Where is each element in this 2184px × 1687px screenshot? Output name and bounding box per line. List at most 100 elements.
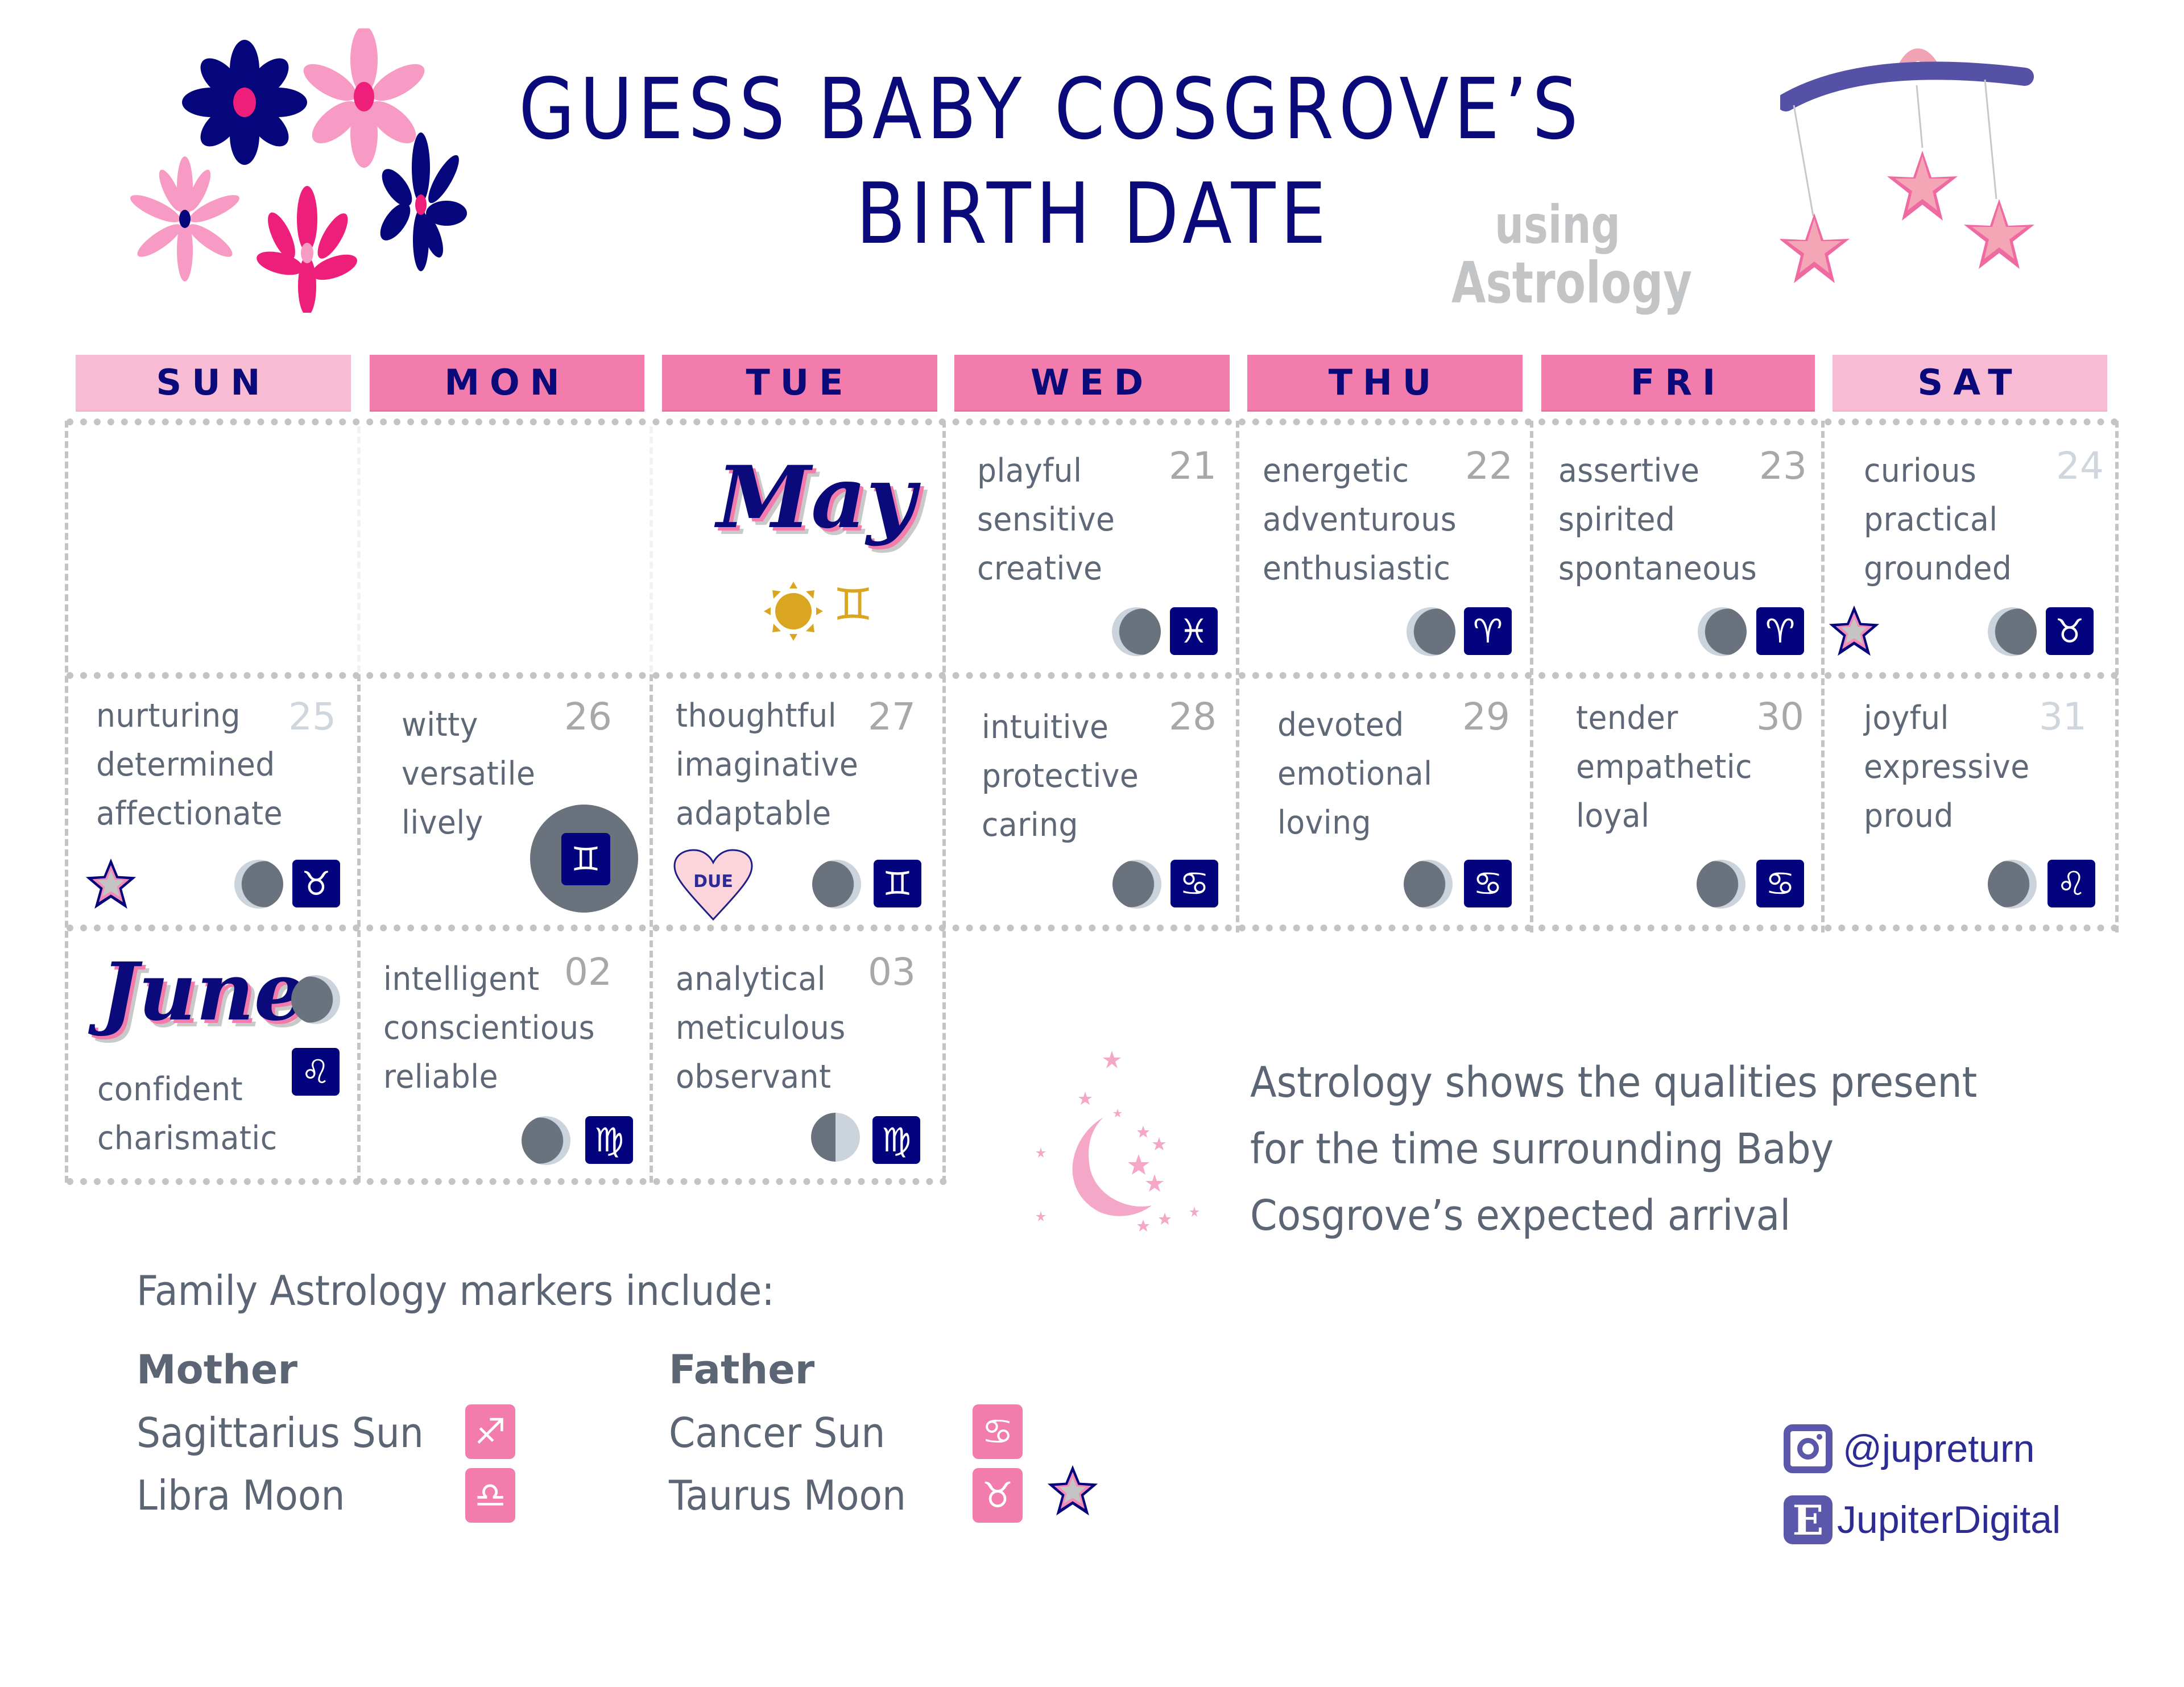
father-sun: Cancer Sun <box>669 1409 886 1457</box>
star-icon <box>1780 213 1850 283</box>
flower-icon <box>380 132 467 271</box>
etsy-shop-name: JupiterDigital <box>1837 1498 2061 1541</box>
due-label: DUE <box>693 872 733 892</box>
day-traits: intuitive protective caring <box>982 708 1139 844</box>
taurus-sign-icon: ♉ <box>973 1468 1023 1523</box>
day-traits: curious practical grounded <box>1864 452 2012 587</box>
day-number: 22 <box>1465 444 1513 488</box>
etsy-link[interactable]: E JupiterDigital <box>1784 1495 2061 1544</box>
day-traits: thoughtful imaginative adaptable <box>676 697 859 832</box>
calendar-cell-30[interactable]: tender empathetic loyal 30 ♋ <box>1532 677 1820 925</box>
flower-icon <box>257 186 357 313</box>
star-icon <box>1964 199 2034 269</box>
instagram-handle: @jupreturn <box>1843 1427 2035 1470</box>
calendar-cell-21[interactable]: playful sensitive creative 21 ♓ <box>944 424 1235 672</box>
day-traits: confident charismatic <box>97 1071 278 1157</box>
family-markers-heading: Family Astrology markers include: <box>136 1267 775 1315</box>
moon-phase-icon <box>1407 607 1455 656</box>
day-traits: energetic adventurous enthusiastic <box>1263 452 1457 587</box>
family-star-marker-icon <box>1829 605 1880 656</box>
day-number: 27 <box>868 695 916 739</box>
astrology-note: Astrology shows the qualities present fo… <box>1250 1058 1978 1240</box>
day-number: 02 <box>564 950 612 994</box>
mother-sun: Sagittarius Sun <box>136 1409 424 1457</box>
grid-line <box>67 1178 947 1185</box>
day-traits: witty versatile lively <box>402 706 536 842</box>
aries-sign-icon: ♈ <box>1464 607 1512 655</box>
cancer-sign-icon: ♋ <box>1756 860 1804 907</box>
day-number: 21 <box>1169 444 1217 488</box>
day-header-tue: TUE <box>662 355 937 412</box>
grid-line <box>357 674 361 1183</box>
calendar-cell-24[interactable]: curious practical grounded 24 ♉ <box>1823 424 2114 672</box>
grid-line <box>67 672 2119 679</box>
moon-phase-icon <box>812 860 861 909</box>
day-traits: devoted emotional loving <box>1277 706 1433 842</box>
day-number: 26 <box>564 695 612 739</box>
sun-icon <box>764 582 823 641</box>
instagram-link[interactable]: @jupreturn <box>1784 1424 2034 1473</box>
day-header-mon: MON <box>370 355 644 412</box>
father-label: Father <box>669 1346 815 1393</box>
moon-phase-icon <box>1404 860 1453 909</box>
mother-moon: Libra Moon <box>136 1472 345 1519</box>
day-number: 30 <box>1756 695 1804 739</box>
grid-line <box>942 421 946 1183</box>
subtitle-astrology: Astrology <box>1451 250 1693 316</box>
mother-label: Mother <box>136 1346 298 1393</box>
star-icon <box>1887 151 1958 221</box>
aries-sign-icon: ♈ <box>1756 607 1804 655</box>
month-label-may: May <box>717 447 916 548</box>
day-header-fri: FRI <box>1541 355 1815 412</box>
flower-icon <box>130 156 239 281</box>
calendar-cell-31[interactable]: joyful expressive proud 31 ♌ <box>1823 677 2114 925</box>
calendar-cell-26[interactable]: witty versatile lively 26 ♊ <box>359 677 648 925</box>
moon-phase-icon <box>811 1113 860 1162</box>
calendar-cell-25[interactable]: nurturing determined affectionate 25 ♉ <box>67 677 357 925</box>
taurus-sign-icon: ♉ <box>2046 607 2094 655</box>
libra-sign-icon: ♎ <box>465 1468 515 1523</box>
grid-line <box>357 426 361 672</box>
gemini-sign-icon: ♊ <box>561 833 610 885</box>
calendar-cell-22[interactable]: energetic adventurous enthusiastic 22 ♈ <box>1238 424 1529 672</box>
calendar-cell-june-1[interactable]: June confident charismatic ♌ <box>67 930 357 1178</box>
baby-mobile-decoration <box>1780 48 2034 283</box>
day-header-wed: WED <box>954 355 1230 412</box>
crescent-moon-stars-decoration <box>1036 1051 1199 1232</box>
cancer-sign-icon: ♋ <box>1170 860 1218 907</box>
month-label-june: June <box>101 946 305 1039</box>
calendar-cell-june-3[interactable]: analytical meticulous observant 03 ♍ <box>652 930 942 1178</box>
calendar-cell-28[interactable]: intuitive protective caring 28 ♋ <box>944 677 1235 925</box>
family-star-marker-icon <box>1047 1465 1098 1516</box>
leo-sign-icon: ♌ <box>292 1048 340 1096</box>
day-traits: analytical meticulous observant <box>676 960 846 1096</box>
flower-icon <box>303 28 425 168</box>
calendar-cell-29[interactable]: devoted emotional loving 29 ♋ <box>1238 677 1529 925</box>
day-number: 31 <box>2039 695 2087 739</box>
grid-line <box>67 418 2119 425</box>
grid-line <box>1821 421 1825 932</box>
calendar-cell-27[interactable]: thoughtful imaginative adaptable 27 DUE ♊ <box>652 677 942 925</box>
day-header-thu: THU <box>1247 355 1523 412</box>
day-number: 28 <box>1169 695 1217 739</box>
grid-line <box>67 925 2119 931</box>
day-traits: nurturing determined affectionate <box>96 697 283 832</box>
taurus-sign-icon: ♉ <box>292 860 340 907</box>
day-number: 24 <box>2056 444 2104 488</box>
grid-line <box>65 421 68 1183</box>
pisces-sign-icon: ♓ <box>1170 607 1218 655</box>
gemini-sign-icon: ♊ <box>833 579 873 631</box>
calendar-cell-june-2[interactable]: intelligent conscientious reliable 02 ♍ <box>359 930 648 1178</box>
page-title-line-1: GUESS BABY COSGROVE’S <box>519 60 1583 158</box>
day-traits: joyful expressive proud <box>1864 699 2030 835</box>
grid-line <box>1530 421 1533 932</box>
cancer-sign-icon: ♋ <box>973 1404 1023 1459</box>
moon-phase-icon <box>291 975 340 1024</box>
day-number: 29 <box>1462 695 1510 739</box>
day-number: 23 <box>1759 444 1807 488</box>
grid-line <box>650 674 653 1183</box>
calendar-cell-23[interactable]: assertive spirited spontaneous 23 ♈ <box>1532 424 1820 672</box>
etsy-icon: E <box>1784 1495 1833 1544</box>
day-header-sun: SUN <box>76 355 351 412</box>
moon-phase-icon <box>1698 607 1747 656</box>
